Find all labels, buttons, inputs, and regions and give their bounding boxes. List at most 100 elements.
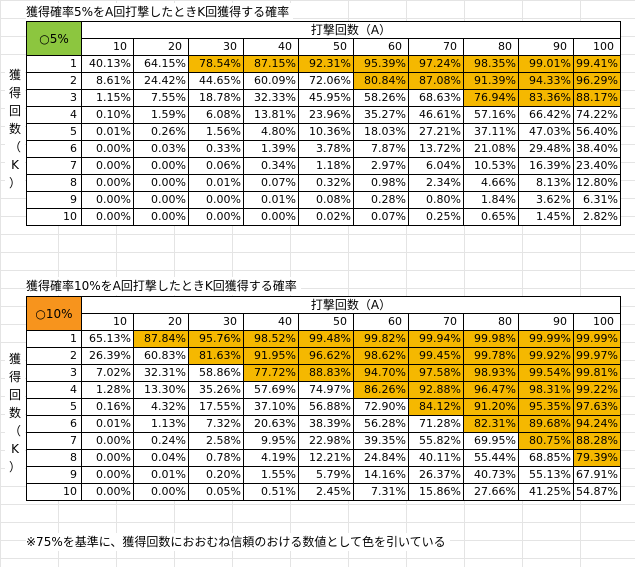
value-cell[interactable]: 0.33% — [188, 140, 244, 158]
value-cell[interactable]: 57.69% — [243, 381, 299, 399]
row-header-cell[interactable]: 5 — [26, 398, 82, 416]
value-cell[interactable]: 80.75% — [518, 432, 574, 450]
row-header-cell[interactable]: 9 — [26, 191, 82, 209]
value-cell[interactable]: 2.58% — [188, 432, 244, 450]
column-header-cell[interactable]: 100 — [573, 38, 621, 56]
value-cell[interactable]: 0.04% — [133, 449, 189, 467]
value-cell[interactable]: 1.59% — [133, 106, 189, 124]
value-cell[interactable]: 10.36% — [298, 123, 354, 141]
value-cell[interactable]: 14.16% — [353, 466, 409, 484]
value-cell[interactable]: 0.32% — [298, 174, 354, 192]
value-cell[interactable]: 23.40% — [573, 157, 621, 175]
column-group-header[interactable]: 打撃回数（A） — [81, 21, 621, 39]
value-cell[interactable]: 0.00% — [133, 208, 189, 226]
value-cell[interactable]: 35.26% — [188, 381, 244, 399]
value-cell[interactable]: 26.39% — [81, 347, 134, 365]
value-cell[interactable]: 7.31% — [353, 483, 409, 501]
value-cell[interactable]: 21.08% — [463, 140, 519, 158]
value-cell[interactable]: 88.28% — [573, 432, 621, 450]
value-cell[interactable]: 0.00% — [81, 466, 134, 484]
probability-label-cell[interactable]: ○10% — [26, 296, 82, 331]
value-cell[interactable]: 2.97% — [353, 157, 409, 175]
value-cell[interactable]: 56.88% — [298, 398, 354, 416]
value-cell[interactable]: 92.88% — [408, 381, 464, 399]
value-cell[interactable]: 3.62% — [518, 191, 574, 209]
value-cell[interactable]: 27.21% — [408, 123, 464, 141]
value-cell[interactable]: 0.01% — [81, 415, 134, 433]
value-cell[interactable]: 67.91% — [573, 466, 621, 484]
column-header-cell[interactable]: 20 — [133, 313, 189, 331]
value-cell[interactable]: 99.01% — [518, 55, 574, 73]
row-header-cell[interactable]: 6 — [26, 415, 82, 433]
value-cell[interactable]: 77.72% — [243, 364, 299, 382]
value-cell[interactable]: 1.56% — [188, 123, 244, 141]
value-cell[interactable]: 0.00% — [81, 174, 134, 192]
column-header-cell[interactable]: 50 — [298, 313, 354, 331]
value-cell[interactable]: 66.42% — [518, 106, 574, 124]
value-cell[interactable]: 99.22% — [573, 381, 621, 399]
value-cell[interactable]: 99.82% — [353, 330, 409, 348]
row-header-cell[interactable]: 5 — [26, 123, 82, 141]
value-cell[interactable]: 72.90% — [353, 398, 409, 416]
value-cell[interactable]: 37.10% — [243, 398, 299, 416]
value-cell[interactable]: 55.44% — [463, 449, 519, 467]
value-cell[interactable]: 82.31% — [463, 415, 519, 433]
column-header-cell[interactable]: 40 — [243, 38, 299, 56]
value-cell[interactable]: 15.86% — [408, 483, 464, 501]
value-cell[interactable]: 99.78% — [463, 347, 519, 365]
row-header-cell[interactable]: 3 — [26, 364, 82, 382]
value-cell[interactable]: 99.54% — [518, 364, 574, 382]
value-cell[interactable]: 99.48% — [298, 330, 354, 348]
value-cell[interactable]: 4.19% — [243, 449, 299, 467]
row-header-cell[interactable]: 2 — [26, 72, 82, 90]
value-cell[interactable]: 1.13% — [133, 415, 189, 433]
value-cell[interactable]: 17.55% — [188, 398, 244, 416]
value-cell[interactable]: 71.28% — [408, 415, 464, 433]
row-header-cell[interactable]: 7 — [26, 432, 82, 450]
row-header-cell[interactable]: 3 — [26, 89, 82, 107]
value-cell[interactable]: 20.63% — [243, 415, 299, 433]
value-cell[interactable]: 18.03% — [353, 123, 409, 141]
value-cell[interactable]: 87.84% — [133, 330, 189, 348]
value-cell[interactable]: 98.52% — [243, 330, 299, 348]
value-cell[interactable]: 0.10% — [81, 106, 134, 124]
column-header-cell[interactable]: 90 — [518, 313, 574, 331]
value-cell[interactable]: 56.40% — [573, 123, 621, 141]
value-cell[interactable]: 7.32% — [188, 415, 244, 433]
value-cell[interactable]: 80.84% — [353, 72, 409, 90]
value-cell[interactable]: 76.94% — [463, 89, 519, 107]
column-header-cell[interactable]: 70 — [408, 313, 464, 331]
value-cell[interactable]: 0.98% — [353, 174, 409, 192]
column-header-cell[interactable]: 70 — [408, 38, 464, 56]
value-cell[interactable]: 35.27% — [353, 106, 409, 124]
value-cell[interactable]: 0.01% — [243, 191, 299, 209]
row-header-cell[interactable]: 4 — [26, 381, 82, 399]
value-cell[interactable]: 74.97% — [298, 381, 354, 399]
value-cell[interactable]: 22.98% — [298, 432, 354, 450]
value-cell[interactable]: 7.87% — [353, 140, 409, 158]
value-cell[interactable]: 95.76% — [188, 330, 244, 348]
value-cell[interactable]: 0.00% — [81, 157, 134, 175]
value-cell[interactable]: 18.78% — [188, 89, 244, 107]
row-header-cell[interactable]: 10 — [26, 208, 82, 226]
value-cell[interactable]: 83.36% — [518, 89, 574, 107]
value-cell[interactable]: 95.39% — [353, 55, 409, 73]
value-cell[interactable]: 54.87% — [573, 483, 621, 501]
value-cell[interactable]: 13.81% — [243, 106, 299, 124]
value-cell[interactable]: 57.16% — [463, 106, 519, 124]
value-cell[interactable]: 1.18% — [298, 157, 354, 175]
value-cell[interactable]: 0.08% — [298, 191, 354, 209]
value-cell[interactable]: 89.68% — [518, 415, 574, 433]
value-cell[interactable]: 47.03% — [518, 123, 574, 141]
value-cell[interactable]: 58.86% — [188, 364, 244, 382]
value-cell[interactable]: 88.17% — [573, 89, 621, 107]
column-header-cell[interactable]: 80 — [463, 38, 519, 56]
value-cell[interactable]: 16.39% — [518, 157, 574, 175]
value-cell[interactable]: 68.63% — [408, 89, 464, 107]
value-cell[interactable]: 0.24% — [133, 432, 189, 450]
value-cell[interactable]: 8.61% — [81, 72, 134, 90]
value-cell[interactable]: 1.15% — [81, 89, 134, 107]
value-cell[interactable]: 27.66% — [463, 483, 519, 501]
value-cell[interactable]: 0.65% — [463, 208, 519, 226]
column-header-cell[interactable]: 30 — [188, 313, 244, 331]
